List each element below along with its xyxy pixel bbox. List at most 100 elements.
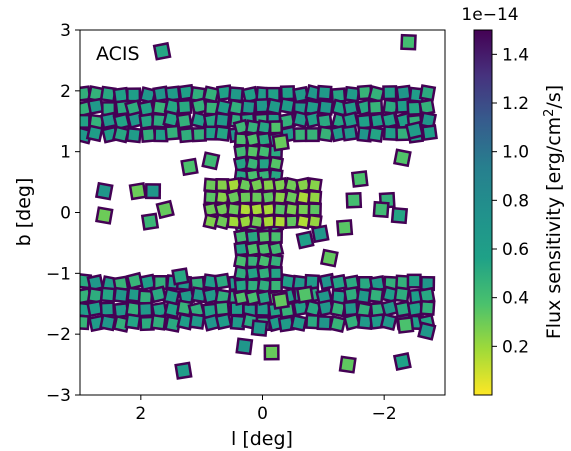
tile-core [422, 278, 433, 289]
coverage-tile [214, 300, 231, 317]
tile-core [152, 288, 165, 301]
tile-core [102, 114, 115, 127]
tile-core [115, 304, 127, 316]
coverage-tile [80, 314, 90, 331]
coverage-tile [150, 313, 167, 331]
plot-area: ACIS [79, 29, 446, 396]
colorbar-gradient [474, 30, 492, 395]
tile-core [259, 134, 270, 145]
coverage-tile [171, 267, 190, 286]
tile-core [294, 277, 306, 289]
coverage-tile [138, 112, 156, 130]
coverage-tile [372, 200, 390, 219]
tile-core [80, 102, 91, 115]
coverage-tile [268, 278, 283, 293]
coverage-tile [111, 125, 131, 144]
coverage-tile [342, 312, 362, 331]
coverage-tile [272, 201, 288, 218]
coverage-tile [367, 286, 385, 304]
tile-core [247, 146, 258, 157]
tile-core [266, 346, 278, 358]
y-tick-label: 0 [60, 204, 71, 224]
tile-core [298, 192, 309, 203]
tile-core [131, 184, 145, 198]
tile-core [89, 289, 102, 302]
coverage-tile [260, 201, 277, 218]
tile-core [397, 128, 409, 139]
coverage-tile [86, 286, 104, 304]
tile-core [129, 113, 142, 126]
tile-core [127, 303, 140, 315]
tile-core [295, 103, 306, 114]
coverage-tile [202, 85, 221, 104]
tile-core [371, 315, 383, 328]
coverage-tile [329, 273, 348, 292]
coverage-tile [400, 33, 417, 51]
coverage-tile [268, 266, 284, 281]
tile-core [348, 194, 360, 207]
tile-core [251, 204, 263, 215]
tile-core [236, 134, 246, 145]
coverage-tile [256, 277, 273, 294]
x-tick-label: 2 [135, 404, 146, 424]
tile-core [142, 129, 154, 141]
tile-core [253, 322, 266, 335]
coverage-tile [292, 127, 309, 143]
tile-core [167, 88, 179, 100]
coverage-tile [176, 98, 193, 115]
tile-core [228, 179, 240, 191]
coverage-tile [233, 143, 250, 160]
coverage-tile [382, 125, 399, 141]
tile-core [193, 113, 206, 127]
tile-core [393, 209, 406, 222]
tile-core [115, 115, 128, 128]
tile-core [141, 318, 153, 329]
coverage-tile [174, 361, 193, 380]
tile-core [193, 129, 205, 140]
tile-core [228, 204, 239, 215]
tile-core [353, 172, 366, 186]
tile-core [190, 304, 203, 317]
coverage-tile [140, 212, 160, 231]
coverage-tile [213, 272, 231, 290]
tile-core [235, 268, 247, 279]
colorbar-title-superscript: 2 [542, 109, 557, 117]
tile-core [409, 276, 420, 287]
tile-core [274, 179, 286, 191]
coverage-tile [144, 183, 162, 200]
tile-core [274, 136, 288, 149]
tile-core [155, 88, 167, 100]
tile-core [275, 216, 285, 227]
coverage-tile [268, 120, 284, 135]
tile-core [344, 114, 357, 127]
coverage-tile [190, 97, 209, 116]
tile-core [158, 202, 172, 217]
coverage-tile [267, 240, 285, 258]
tile-core [397, 100, 409, 112]
tile-core [97, 209, 111, 222]
tile-core [286, 204, 297, 215]
coverage-tile [249, 201, 265, 218]
tile-core [102, 303, 113, 315]
coverage-tile [149, 285, 168, 304]
tile-core [423, 126, 436, 139]
tile-core [217, 192, 228, 203]
tile-core [271, 122, 281, 132]
tile-core [281, 115, 293, 127]
colorbar-title-main: Flux sensitivity [erg/cm [543, 117, 565, 339]
tile-core [259, 122, 270, 133]
tile-core [90, 116, 102, 128]
coverage-tile [278, 97, 296, 115]
coverage-tile [267, 155, 285, 172]
coverage-tile [240, 99, 257, 116]
tile-core [421, 87, 434, 99]
coverage-tile [152, 41, 172, 61]
tile-core [153, 304, 166, 316]
coverage-tile [128, 182, 147, 201]
tile-core [80, 317, 88, 328]
tile-core [270, 243, 282, 255]
tile-core [205, 276, 217, 288]
tile-core [205, 316, 218, 329]
tile-core [140, 102, 153, 115]
tile-core [238, 340, 251, 353]
